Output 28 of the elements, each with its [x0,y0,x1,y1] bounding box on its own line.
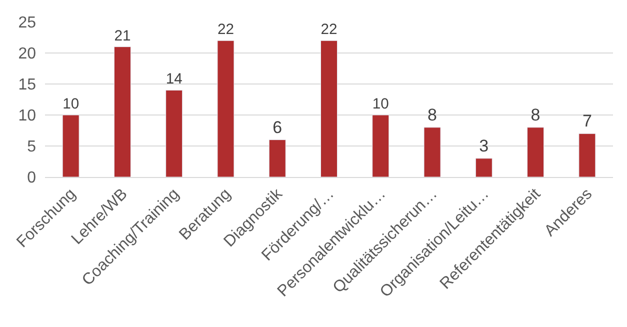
data-label: 7 [582,112,592,131]
data-label: 6 [272,118,282,137]
y-tick-label: 5 [27,138,36,156]
bar [217,40,234,177]
data-label: 21 [114,28,131,44]
y-tick-label: 20 [18,46,36,63]
y-tick-label: 25 [18,14,36,32]
bar [527,127,544,177]
data-label: 10 [62,96,80,113]
bar [372,114,390,177]
bar [268,140,286,177]
bar [320,40,338,177]
y-tick-label: 15 [18,76,36,94]
data-label: 22 [217,22,234,38]
data-label: 14 [166,72,182,88]
data-label: 3 [479,136,489,156]
y-tick-label: 0 [27,170,36,187]
bar [62,114,80,177]
data-label: 22 [320,22,338,38]
bar [475,158,492,177]
bar [578,133,596,177]
data-label: 10 [372,96,389,113]
bar [114,46,131,177]
bar [166,90,183,177]
bar [424,127,441,177]
y-tick-label: 10 [18,108,36,125]
data-label: 8 [428,105,438,124]
data-label: 8 [530,105,540,124]
